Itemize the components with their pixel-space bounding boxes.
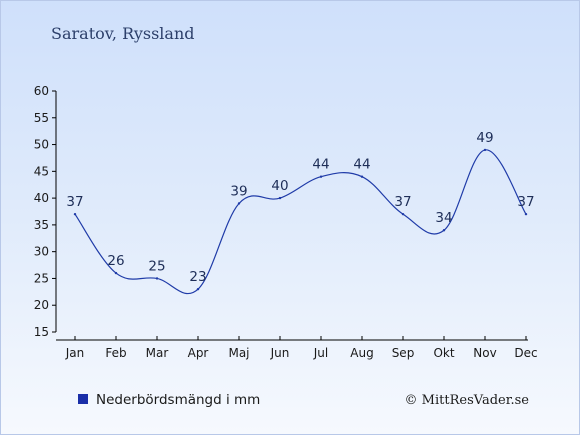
data-label: 40 <box>271 178 288 194</box>
x-tick-label: Jun <box>270 346 290 360</box>
data-label: 23 <box>189 269 206 285</box>
series-group <box>73 148 528 295</box>
x-tick-label: Aug <box>350 346 373 360</box>
data-label: 34 <box>435 210 452 226</box>
x-tick-label: Apr <box>188 346 209 360</box>
data-label: 37 <box>66 194 83 210</box>
data-point <box>196 287 200 291</box>
y-tick-label: 15 <box>34 325 49 339</box>
y-tick-label: 55 <box>34 111 49 125</box>
y-tick-label: 45 <box>34 164 49 178</box>
data-point <box>483 148 487 152</box>
y-axis: 15 20 25 30 35 40 45 50 55 60 <box>34 84 57 339</box>
y-tick-label: 40 <box>34 191 49 205</box>
data-point <box>442 229 446 232</box>
y-tick-label: 60 <box>34 84 49 98</box>
data-label: 25 <box>148 258 165 274</box>
x-tick-label: Mar <box>146 346 169 360</box>
data-point <box>114 271 118 275</box>
legend-swatch <box>78 394 88 404</box>
data-label: 37 <box>394 194 411 210</box>
x-tick-label: Feb <box>105 346 126 360</box>
y-tick-label: 30 <box>34 245 49 259</box>
x-axis: Jan Feb Mar Apr Maj Jun Jul Aug Sep Okt Nov Dec <box>56 336 538 360</box>
data-label: 39 <box>230 183 247 199</box>
y-tick-label: 35 <box>34 218 49 232</box>
credit-text: © MittResVader.se <box>405 393 530 408</box>
legend-label: Nederbördsmängd i mm <box>96 392 260 408</box>
x-tick-label: Dec <box>514 346 537 360</box>
data-point <box>155 277 159 280</box>
data-point <box>401 212 405 216</box>
x-tick-label: Okt <box>433 346 454 360</box>
data-point <box>319 175 323 178</box>
data-labels: 37 26 25 23 39 40 44 44 37 34 49 37 <box>66 130 534 285</box>
data-point <box>237 202 241 205</box>
chart-title: Saratov, Ryssland <box>51 24 195 43</box>
y-tick-label: 20 <box>34 298 49 312</box>
series-line <box>74 149 527 295</box>
data-label: 44 <box>312 157 329 173</box>
x-tick-label: Nov <box>473 346 496 360</box>
data-point <box>524 212 528 216</box>
x-tick-label: Maj <box>228 346 249 360</box>
data-label: 49 <box>476 130 493 146</box>
data-label: 37 <box>517 194 534 210</box>
y-tick-label: 25 <box>34 271 49 285</box>
y-tick-label: 50 <box>34 138 49 152</box>
x-tick-label: Sep <box>392 346 415 360</box>
data-label: 26 <box>107 253 124 269</box>
data-point <box>278 196 282 200</box>
data-point <box>73 212 77 216</box>
x-tick-label: Jan <box>65 346 85 360</box>
data-point <box>360 175 364 178</box>
x-tick-label: Jul <box>313 346 328 360</box>
data-label: 44 <box>353 157 370 173</box>
